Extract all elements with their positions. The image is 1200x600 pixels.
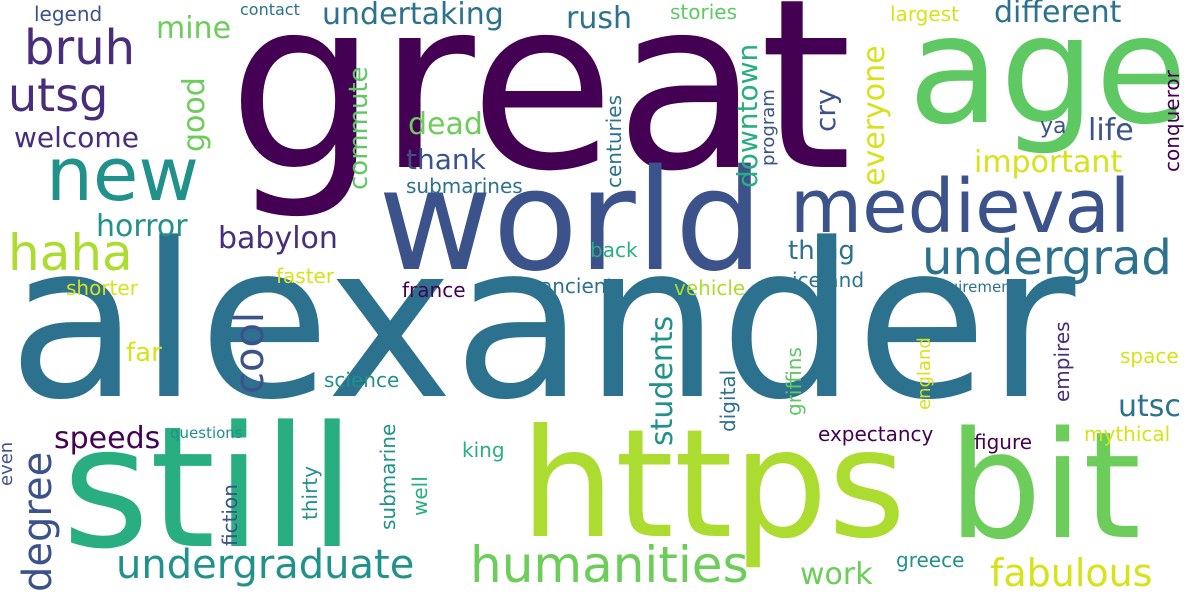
word-iceland: iceland: [792, 268, 865, 292]
word-king: king: [462, 438, 505, 462]
word-babylon: babylon: [218, 221, 338, 256]
word-horror: horror: [96, 209, 188, 244]
word-speeds: speeds: [54, 421, 161, 456]
word-empires: empires: [1050, 321, 1074, 402]
word-submarines: submarines: [406, 174, 523, 198]
word-conqueror: conqueror: [1160, 70, 1184, 172]
word-centuries: centuries: [602, 95, 626, 188]
word-world: world: [378, 140, 764, 303]
word-well: well: [408, 476, 432, 516]
word-contact: contact: [240, 0, 300, 19]
word-greece: greece: [896, 548, 965, 572]
word-cool: cool: [227, 311, 273, 394]
word-bruh: bruh: [24, 20, 136, 76]
word-far: far: [126, 338, 162, 368]
word-mythical: mythical: [1084, 422, 1171, 446]
word-fiction: fiction: [218, 484, 242, 546]
word-cry: cry: [809, 88, 842, 132]
word-rush: rush: [566, 1, 632, 36]
word-students: students: [645, 315, 680, 446]
word-bit: bit: [948, 400, 1142, 572]
word-thing: thing: [788, 236, 855, 266]
word-program: program: [758, 89, 779, 166]
word-griffins: griffins: [782, 347, 806, 416]
word-thank: thank: [406, 143, 486, 176]
word-ancient: ancient: [540, 274, 615, 298]
word-utsc: utsc: [1118, 389, 1181, 424]
word-faster: faster: [276, 264, 335, 288]
word-largest: largest: [890, 2, 959, 26]
word-france: france: [402, 278, 466, 302]
word-vehicle: vehicle: [674, 276, 746, 300]
word-life: life: [1088, 113, 1134, 148]
word-mine: mine: [156, 11, 232, 46]
word-dead: dead: [408, 107, 483, 142]
word-humanities: humanities: [470, 536, 749, 594]
word-space: space: [1120, 344, 1179, 368]
word-degree: degree: [15, 451, 61, 592]
word-submarine: submarine: [376, 423, 400, 530]
word-good: good: [177, 77, 212, 152]
word-different: different: [994, 0, 1122, 30]
word-requirements: requirements: [924, 278, 1025, 296]
word-ya: ya: [1040, 114, 1067, 139]
word-back: back: [590, 238, 638, 262]
word-expectancy: expectancy: [818, 422, 934, 446]
word-alexander: alexander: [8, 198, 1076, 447]
word-everyone: everyone: [857, 45, 892, 186]
word-questions: questions: [170, 424, 243, 442]
word-undergraduate: undergraduate: [116, 542, 415, 588]
word-thirty: thirty: [298, 466, 322, 520]
word-important: important: [974, 145, 1123, 180]
word-stories: stories: [670, 0, 738, 24]
word-undertaking: undertaking: [322, 0, 504, 32]
word-england: england: [914, 337, 935, 410]
word-https: https: [520, 398, 907, 572]
word-great: great: [228, 0, 852, 223]
word-work: work: [800, 557, 873, 592]
word-figure: figure: [974, 430, 1033, 454]
word-haha: haha: [8, 224, 133, 282]
word-new: new: [46, 132, 199, 218]
word-commute: commute: [344, 66, 374, 190]
word-utsg: utsg: [8, 68, 109, 122]
word-fabulous: fabulous: [990, 551, 1153, 595]
word-shorter: shorter: [66, 276, 138, 300]
word-still: still: [62, 390, 356, 586]
word-even: even: [0, 441, 17, 486]
word-digital: digital: [716, 369, 740, 432]
word-undergrad: undergrad: [922, 230, 1172, 286]
word-legend: legend: [34, 2, 103, 26]
word-science: science: [324, 368, 400, 392]
word-age: age: [908, 0, 1188, 158]
word-welcome: welcome: [14, 121, 139, 154]
word-medieval: medieval: [790, 164, 1131, 250]
